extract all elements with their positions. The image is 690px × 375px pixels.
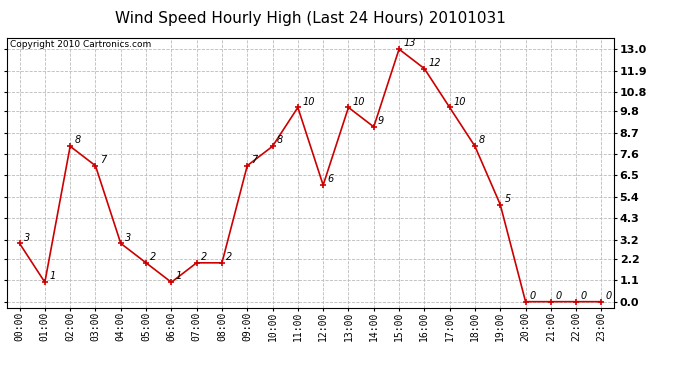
Text: 10: 10 xyxy=(454,97,466,106)
Text: 3: 3 xyxy=(125,232,131,243)
Text: 0: 0 xyxy=(580,291,586,301)
Text: 12: 12 xyxy=(428,58,441,68)
Text: 2: 2 xyxy=(150,252,157,262)
Text: 8: 8 xyxy=(75,135,81,146)
Text: 5: 5 xyxy=(504,194,511,204)
Text: 7: 7 xyxy=(251,155,257,165)
Text: 13: 13 xyxy=(403,38,415,48)
Text: 1: 1 xyxy=(49,272,55,282)
Text: 0: 0 xyxy=(606,291,612,301)
Text: Copyright 2010 Cartronics.com: Copyright 2010 Cartronics.com xyxy=(10,40,151,49)
Text: Wind Speed Hourly High (Last 24 Hours) 20101031: Wind Speed Hourly High (Last 24 Hours) 2… xyxy=(115,11,506,26)
Text: 0: 0 xyxy=(555,291,561,301)
Text: 6: 6 xyxy=(327,174,333,184)
Text: 1: 1 xyxy=(175,272,181,282)
Text: 3: 3 xyxy=(23,232,30,243)
Text: 2: 2 xyxy=(226,252,233,262)
Text: 8: 8 xyxy=(277,135,283,146)
Text: 2: 2 xyxy=(201,252,207,262)
Text: 7: 7 xyxy=(99,155,106,165)
Text: 0: 0 xyxy=(530,291,536,301)
Text: 9: 9 xyxy=(378,116,384,126)
Text: 10: 10 xyxy=(302,97,315,106)
Text: 10: 10 xyxy=(353,97,365,106)
Text: 8: 8 xyxy=(479,135,485,146)
